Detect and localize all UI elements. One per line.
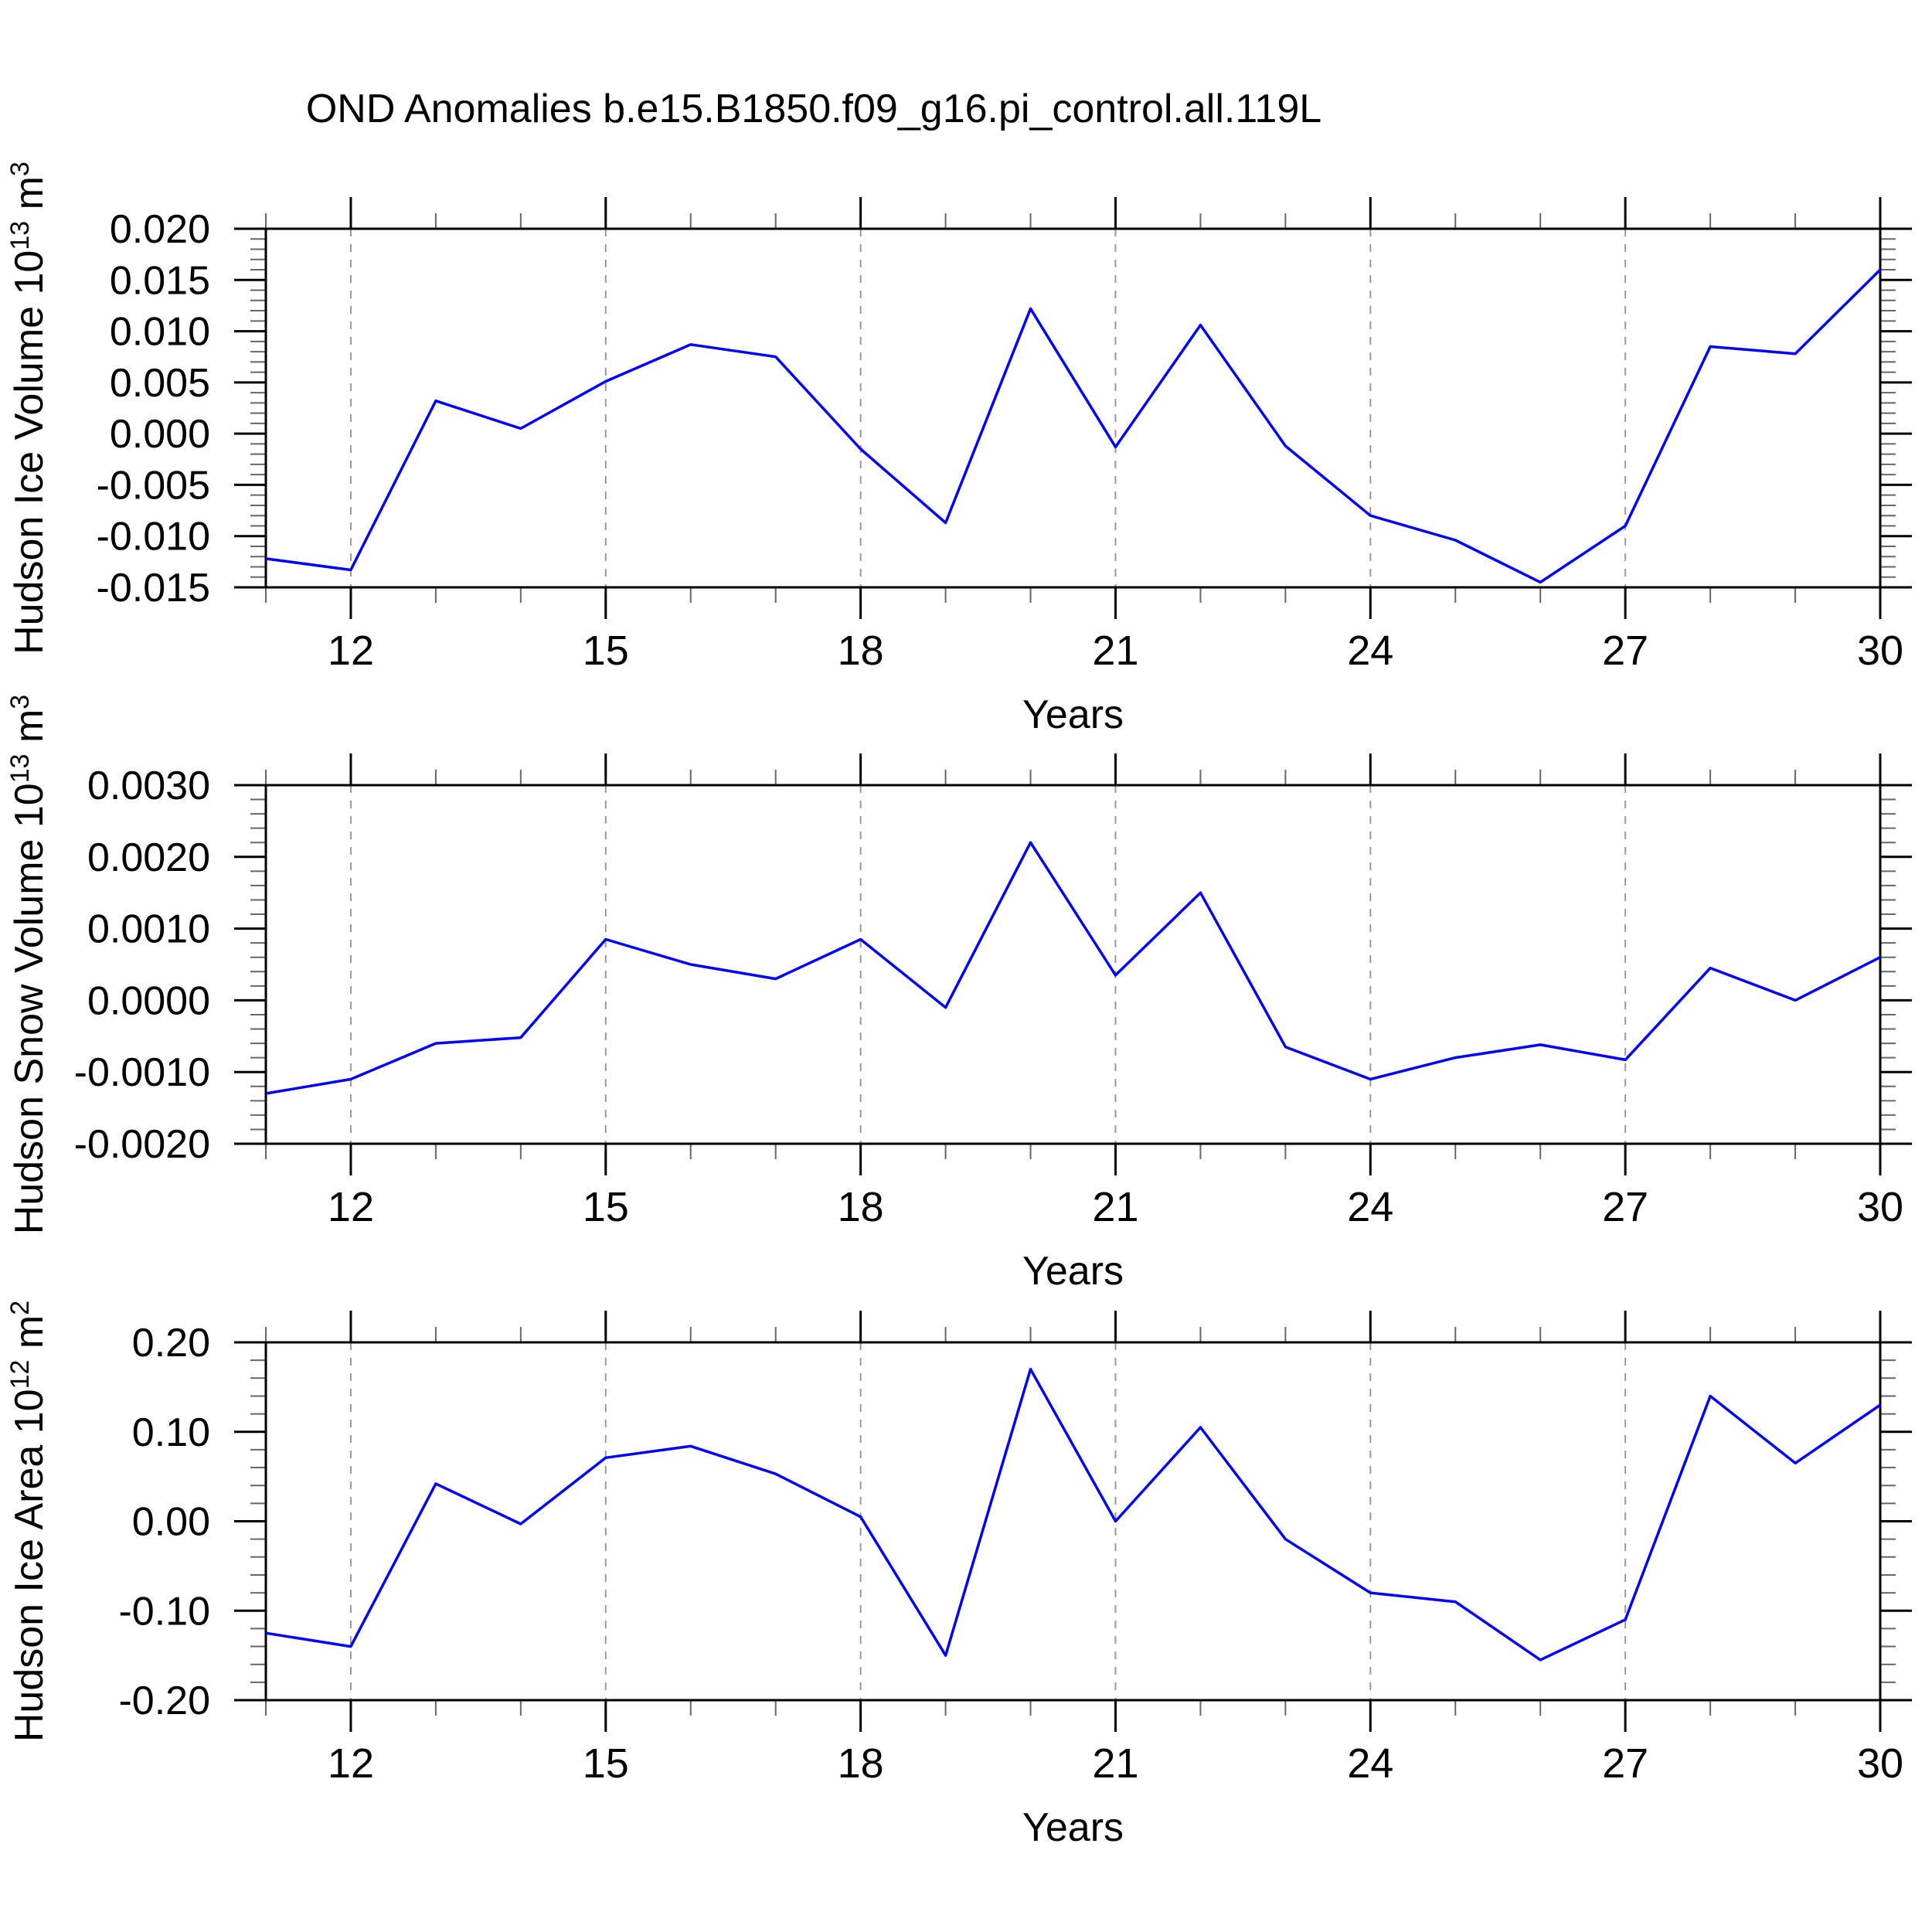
y-tick-label: -0.015	[97, 566, 210, 611]
y-tick-label: 0.000	[110, 412, 210, 457]
y-tick-label: 0.015	[110, 258, 210, 303]
x-axis-title: Years	[1022, 692, 1124, 737]
x-tick-label: 15	[583, 1740, 629, 1787]
y-axis-title: Hudson Snow Volume 1013 m3	[5, 695, 52, 1234]
y-tick-label: 0.10	[132, 1410, 210, 1455]
x-axis-title: Years	[1022, 1249, 1124, 1294]
y-axis-title: Hudson Ice Volume 1013 m3	[5, 162, 52, 655]
x-tick-label: 15	[583, 628, 629, 674]
y-tick-label: -0.10	[118, 1589, 210, 1634]
y-tick-label: 0.0010	[87, 907, 210, 952]
series-line-hudson-ice-volume	[265, 268, 1882, 584]
x-tick-label: 27	[1602, 1740, 1648, 1787]
x-tick-label: 27	[1602, 628, 1648, 674]
y-tick-label: 0.0020	[87, 835, 210, 880]
plot-frame	[264, 227, 1882, 589]
x-tick-label: 24	[1347, 1184, 1393, 1230]
chart-title: OND Anomalies b.e15.B1850.f09_g16.pi_con…	[306, 87, 1321, 131]
x-tick-label: 30	[1857, 628, 1903, 674]
y-tick-label: 0.020	[110, 207, 210, 252]
x-tick-label: 21	[1092, 1184, 1138, 1230]
y-tick-label: -0.010	[97, 515, 210, 560]
x-tick-label: 30	[1857, 1184, 1903, 1230]
y-tick-label: 0.00	[132, 1500, 210, 1545]
y-tick-label: -0.0020	[74, 1122, 210, 1167]
x-tick-label: 24	[1347, 628, 1393, 674]
y-axis-title: Hudson Ice Area 1012 m2	[5, 1301, 52, 1742]
x-tick-label: 12	[328, 1740, 374, 1787]
x-tick-label: 24	[1347, 1740, 1393, 1787]
y-tick-label: 0.20	[132, 1321, 210, 1366]
y-tick-label: -0.0010	[74, 1050, 210, 1095]
y-tick-label: 0.0000	[87, 978, 210, 1023]
series-line-hudson-snow-volume	[265, 841, 1881, 1095]
panel-hudson-ice-area: 0.20 0.10 0.00 -0.10 -0.20 12 15 18 21 24 27 30 Year…	[5, 1301, 1912, 1850]
x-tick-label: 12	[328, 1184, 374, 1230]
x-tick-label: 21	[1092, 1740, 1138, 1787]
x-tick-label: 21	[1092, 628, 1138, 674]
plot-frame	[264, 1341, 1882, 1702]
panel-hudson-snow-volume: 0.0030 0.0020 0.0010 0.0000 -0.0010 -0.0020 12…	[5, 695, 1912, 1294]
x-tick-label: 30	[1857, 1740, 1903, 1787]
y-tick-label: 0.010	[110, 310, 210, 355]
y-tick-label: 0.005	[110, 361, 210, 406]
x-tick-label: 15	[583, 1184, 629, 1230]
x-tick-label: 27	[1602, 1184, 1648, 1230]
x-tick-label: 18	[838, 628, 884, 674]
x-axis-title: Years	[1022, 1805, 1124, 1850]
y-tick-label: -0.20	[118, 1679, 210, 1723]
series-line-hudson-ice-area	[265, 1367, 1881, 1662]
panel-hudson-ice-volume: 0.020 0.015 0.010 0.005 0.000 -0.005 -0.010 -0.…	[5, 162, 1912, 737]
y-tick-label: -0.005	[97, 463, 210, 508]
x-tick-label: 18	[838, 1184, 884, 1230]
plot-frame	[264, 784, 1882, 1145]
y-tick-label: 0.0030	[87, 764, 210, 808]
x-tick-label: 12	[328, 628, 374, 674]
x-tick-label: 18	[838, 1740, 884, 1787]
